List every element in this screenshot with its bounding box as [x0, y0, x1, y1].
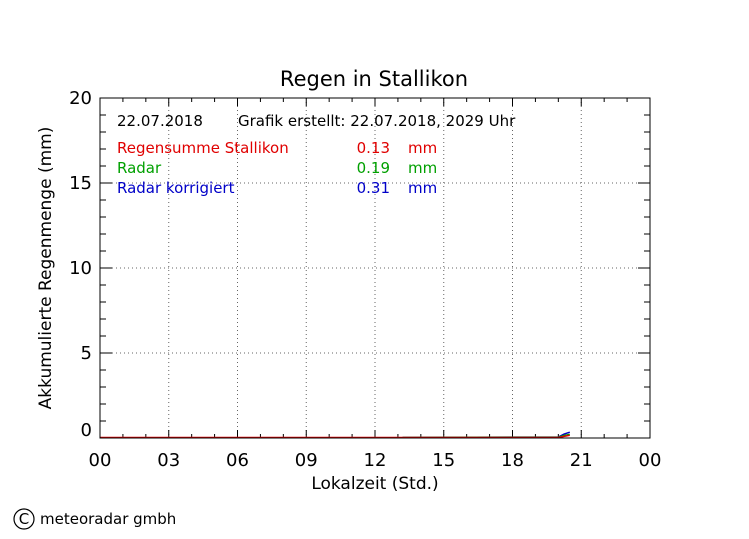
y-tick-label: 10 [69, 258, 92, 279]
company-name: meteoradar gmbh [40, 510, 176, 528]
x-axis-label: Lokalzeit (Std.) [311, 474, 438, 494]
copyright-icon [13, 508, 35, 530]
legend-unit: mm [408, 159, 437, 177]
x-tick-label: 15 [432, 450, 455, 471]
chart-created: Grafik erstellt: 22.07.2018, 2029 Uhr [238, 112, 516, 130]
plot-frame [99, 97, 651, 439]
y-tick-label: 5 [81, 343, 92, 364]
copyright-symbol: C [19, 510, 29, 528]
x-tick-label: 18 [501, 450, 524, 471]
legend-label: Radar korrigiert [117, 179, 235, 197]
legend-unit: mm [408, 179, 437, 197]
x-tick-label: 06 [226, 450, 249, 471]
x-tick-label: 03 [157, 450, 180, 471]
legend-label: Regensumme Stallikon [117, 139, 289, 157]
chart-title: Regen in Stallikon [280, 67, 468, 91]
grid-lines [100, 98, 650, 438]
legend-value: 0.31 [357, 179, 390, 197]
copyright-mark: C [13, 508, 35, 530]
y-axis-label: Akkumulierte Regenmenge (mm) [36, 127, 56, 410]
legend-unit: mm [408, 139, 437, 157]
x-tick-label: 21 [570, 450, 593, 471]
legend-value: 0.19 [357, 159, 390, 177]
legend-value: 0.13 [357, 139, 390, 157]
y-tick-label: 15 [69, 173, 92, 194]
y-tick-label: 20 [69, 88, 92, 109]
x-tick-label: 00 [89, 450, 112, 471]
legend-label: Radar [117, 159, 162, 177]
x-tick-label: 00 [639, 450, 662, 471]
chart-date: 22.07.2018 [117, 112, 203, 130]
x-tick-label: 09 [295, 450, 318, 471]
y-tick-label: 0 [81, 420, 92, 441]
legend: Regensumme Stallikon 0.13 mm Radar 0.19 mm Rad… [117, 139, 437, 197]
x-tick-label: 12 [364, 450, 387, 471]
